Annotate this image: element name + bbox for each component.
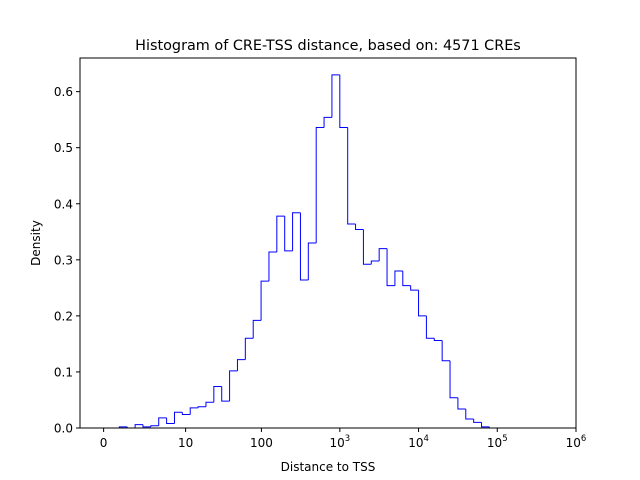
histogram-bin: [197, 406, 206, 408]
y-tick-label: 0.2: [54, 309, 73, 323]
x-tick-label: 104: [408, 434, 429, 450]
y-axis: 0.0 0.1 0.2 0.3 0.4 0.5 0.6: [54, 85, 80, 436]
histogram-bin: [331, 74, 340, 118]
histogram-bin: [166, 417, 175, 425]
plot-area: [80, 58, 576, 428]
histogram-bin: [386, 248, 395, 287]
histogram-bin: [410, 285, 419, 291]
histogram-bin: [244, 337, 254, 360]
histogram-bin: [441, 340, 451, 362]
histogram-bin: [433, 338, 443, 342]
y-tick-label: 0.5: [54, 141, 73, 155]
x-axis: 0 10 100 103 104 105 106: [100, 428, 587, 450]
histogram-bin: [213, 386, 222, 403]
histogram-step-line: [103, 74, 498, 429]
y-tick-label: 0.1: [54, 365, 73, 379]
histogram-bin: [142, 424, 151, 428]
histogram-bin: [268, 251, 277, 282]
x-tick-label: 100: [250, 436, 273, 450]
histogram-bin: [134, 424, 143, 428]
histogram-bin: [181, 412, 191, 416]
histogram-bin: [370, 260, 380, 265]
histogram-bin: [339, 74, 348, 129]
histogram-bin: [473, 419, 482, 423]
x-tick-label: 105: [487, 434, 508, 450]
histogram-bin: [362, 229, 372, 265]
histogram-bin: [150, 425, 159, 427]
histogram-bin: [158, 417, 167, 426]
histogram-bin: [252, 319, 262, 339]
x-axis-label: Distance to TSS: [281, 460, 376, 474]
histogram-bin: [323, 116, 332, 128]
y-tick-label: 0.3: [54, 253, 73, 267]
histogram-bin: [260, 280, 269, 321]
histogram-bin: [307, 242, 317, 280]
histogram-bin: [355, 223, 364, 231]
histogram-bin: [221, 386, 230, 402]
histogram-bin: [173, 411, 183, 424]
chart-title: Histogram of CRE-TSS distance, based on:…: [135, 38, 521, 54]
histogram-bin: [292, 212, 301, 251]
histogram-bin: [276, 215, 285, 252]
histogram-bin: [347, 127, 356, 225]
x-tick-label: 0: [100, 436, 108, 450]
x-tick-label: 103: [329, 434, 350, 450]
histogram-bin: [299, 212, 309, 281]
histogram-bin: [425, 315, 435, 339]
histogram-bin: [418, 290, 427, 317]
histogram-bin: [465, 408, 474, 420]
plot-frame: [79, 57, 577, 429]
histogram-bin: [378, 248, 388, 261]
histogram-bin: [394, 270, 403, 286]
y-axis-label: Density: [29, 220, 43, 266]
histogram-bin: [457, 397, 466, 410]
histogram-bin: [315, 127, 325, 243]
y-tick-label: 0.6: [54, 85, 73, 99]
histogram-bin: [481, 422, 490, 428]
histogram-bin: [205, 401, 214, 407]
y-tick-label: 0.0: [54, 422, 73, 436]
histogram-bin: [229, 370, 238, 402]
histogram-bin: [449, 360, 458, 399]
histogram-bin: [189, 407, 199, 415]
histogram-bin: [402, 271, 411, 287]
y-tick-label: 0.4: [54, 197, 73, 211]
x-tick-label: 10: [178, 436, 193, 450]
x-tick-label: 106: [566, 434, 587, 450]
histogram-bin: [284, 216, 293, 252]
histogram-bin: [236, 359, 246, 371]
